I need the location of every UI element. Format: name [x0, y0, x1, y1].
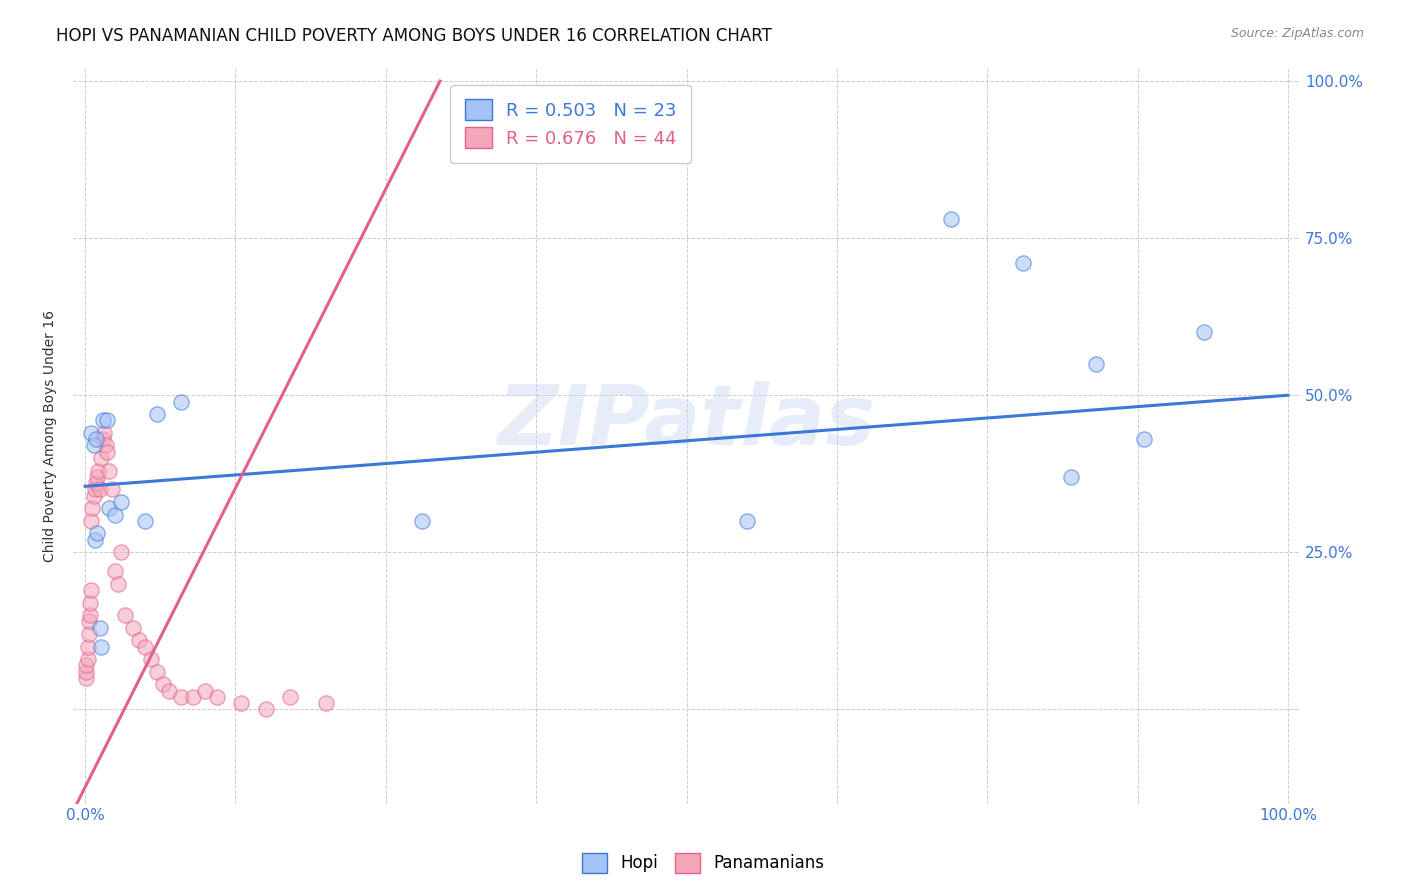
Point [107, 576, 129, 591]
Point [80, 582, 103, 597]
Point [87, 464, 110, 478]
Text: Source: ZipAtlas.com: Source: ZipAtlas.com [1230, 27, 1364, 40]
Point [83, 489, 105, 503]
Point [84, 432, 107, 446]
Point [93, 425, 115, 440]
Point [411, 514, 433, 528]
Point [278, 690, 301, 704]
Point [75, 658, 97, 673]
Point [79, 596, 101, 610]
Point [96, 444, 118, 458]
Point [77, 615, 100, 629]
Point [157, 683, 180, 698]
Point [128, 633, 150, 648]
Point [735, 514, 758, 528]
Point [1060, 470, 1083, 484]
Point [231, 696, 253, 710]
Point [91, 432, 114, 446]
Point [89, 621, 111, 635]
Point [79, 608, 101, 623]
Point [1192, 326, 1215, 340]
Point [170, 690, 193, 704]
Point [315, 696, 337, 710]
Point [80, 514, 103, 528]
Point [76, 640, 98, 654]
Point [75, 665, 97, 679]
Legend: Hopi, Panamanians: Hopi, Panamanians [575, 847, 831, 880]
Point [194, 683, 217, 698]
Point [134, 640, 156, 654]
Point [98, 464, 121, 478]
Point [83, 533, 105, 547]
Point [1084, 357, 1107, 371]
Legend: R = 0.503   N = 23, R = 0.676   N = 44: R = 0.503 N = 23, R = 0.676 N = 44 [450, 85, 692, 162]
Point [76, 652, 98, 666]
Text: ZIPatlas: ZIPatlas [498, 381, 876, 462]
Point [77, 627, 100, 641]
Point [82, 501, 104, 516]
Point [183, 690, 205, 704]
Point [91, 413, 114, 427]
Point [146, 407, 169, 421]
Point [86, 526, 108, 541]
Point [83, 438, 105, 452]
Point [75, 671, 97, 685]
Point [207, 690, 229, 704]
Text: HOPI VS PANAMANIAN CHILD POVERTY AMONG BOYS UNDER 16 CORRELATION CHART: HOPI VS PANAMANIAN CHILD POVERTY AMONG B… [56, 27, 772, 45]
Point [104, 564, 127, 578]
Point [134, 514, 156, 528]
Point [89, 483, 111, 497]
Point [90, 451, 112, 466]
Point [90, 640, 112, 654]
Point [114, 608, 136, 623]
Point [100, 483, 122, 497]
Point [141, 652, 163, 666]
Point [110, 545, 132, 559]
Y-axis label: Child Poverty Among Boys Under 16: Child Poverty Among Boys Under 16 [44, 310, 58, 562]
Point [80, 425, 103, 440]
Point [83, 483, 105, 497]
Point [941, 212, 963, 227]
Point [110, 495, 132, 509]
Point [94, 438, 117, 452]
Point [1012, 256, 1035, 270]
Point [84, 476, 107, 491]
Point [152, 677, 174, 691]
Point [86, 470, 108, 484]
Point [146, 665, 169, 679]
Point [170, 394, 193, 409]
Point [96, 413, 118, 427]
Point [104, 508, 127, 522]
Point [98, 501, 121, 516]
Point [122, 621, 145, 635]
Point [1132, 432, 1154, 446]
Point [254, 702, 277, 716]
